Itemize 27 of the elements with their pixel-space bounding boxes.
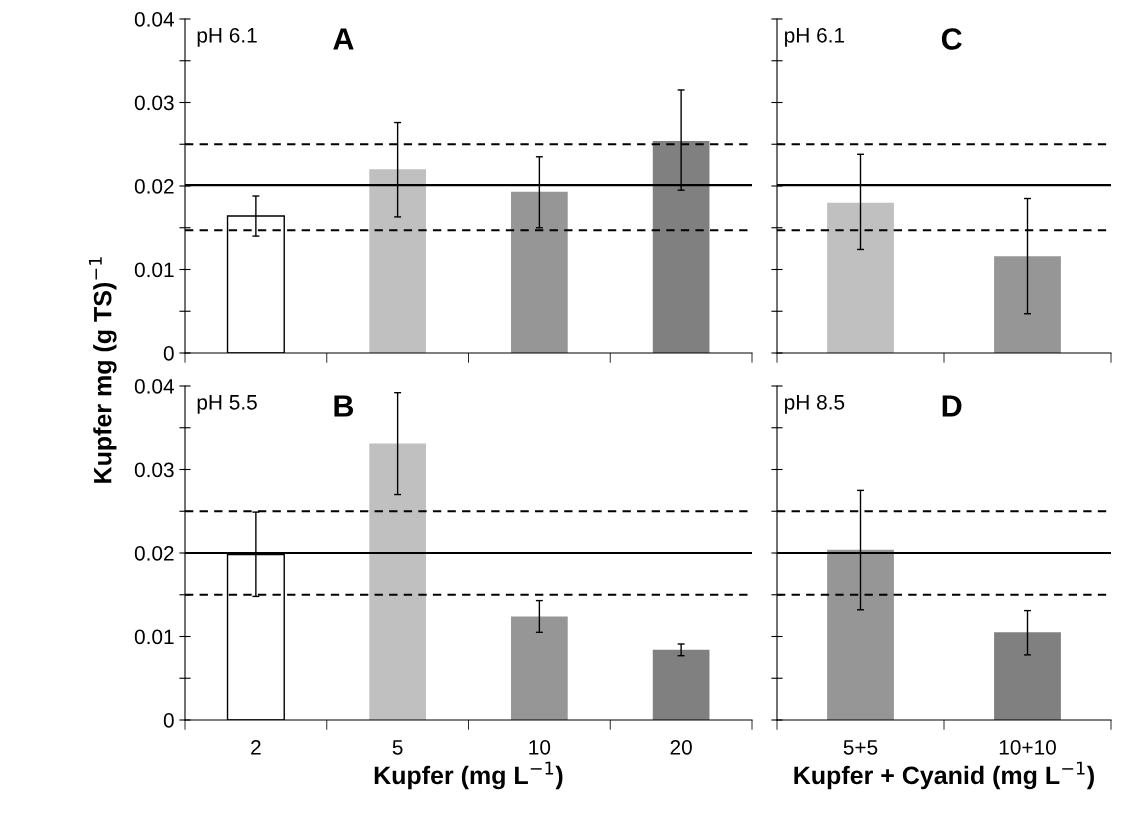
y-tick-label: 0.01	[134, 262, 174, 278]
annotation: pH 5.5	[197, 395, 257, 414]
y-tick-label: 0	[163, 713, 174, 728]
x-axis-title: Kupfer (mg L$^{−1}$)	[374, 761, 563, 790]
annotation: D	[942, 395, 962, 417]
x-tick-label: 10	[529, 739, 551, 755]
annotation: B	[334, 395, 354, 417]
y-tick-label: 0.02	[134, 546, 174, 561]
annotation: pH 6.1	[197, 27, 257, 47]
y-tick-label: 0.02	[134, 179, 174, 194]
x-tick-label: 10+10	[999, 739, 1056, 755]
annotation: C	[941, 28, 962, 50]
x-tick-label: 20	[670, 739, 692, 755]
x-tick-label: 2	[251, 739, 261, 755]
y-tick-label: 0.03	[134, 462, 174, 478]
x-axis-title: Kupfer + Cyanid (mg L$^{−1}$)	[794, 761, 1094, 790]
y-tick-label: 0.04	[134, 12, 174, 27]
y-tick-label: 0	[163, 346, 174, 361]
annotation: A	[333, 28, 354, 50]
y-tick-label: 0.01	[134, 629, 174, 645]
y-tick-label: 0.03	[134, 95, 174, 111]
x-tick-label: 5+5	[843, 740, 878, 755]
y-tick-label: 0.04	[134, 379, 174, 394]
annotation: pH 8.5	[785, 394, 845, 414]
y-axis-title: Kupfer mg (g TS)$^{−1}$	[88, 257, 117, 483]
x-tick-label: 5	[392, 740, 403, 755]
annotation: pH 6.1	[785, 27, 845, 47]
